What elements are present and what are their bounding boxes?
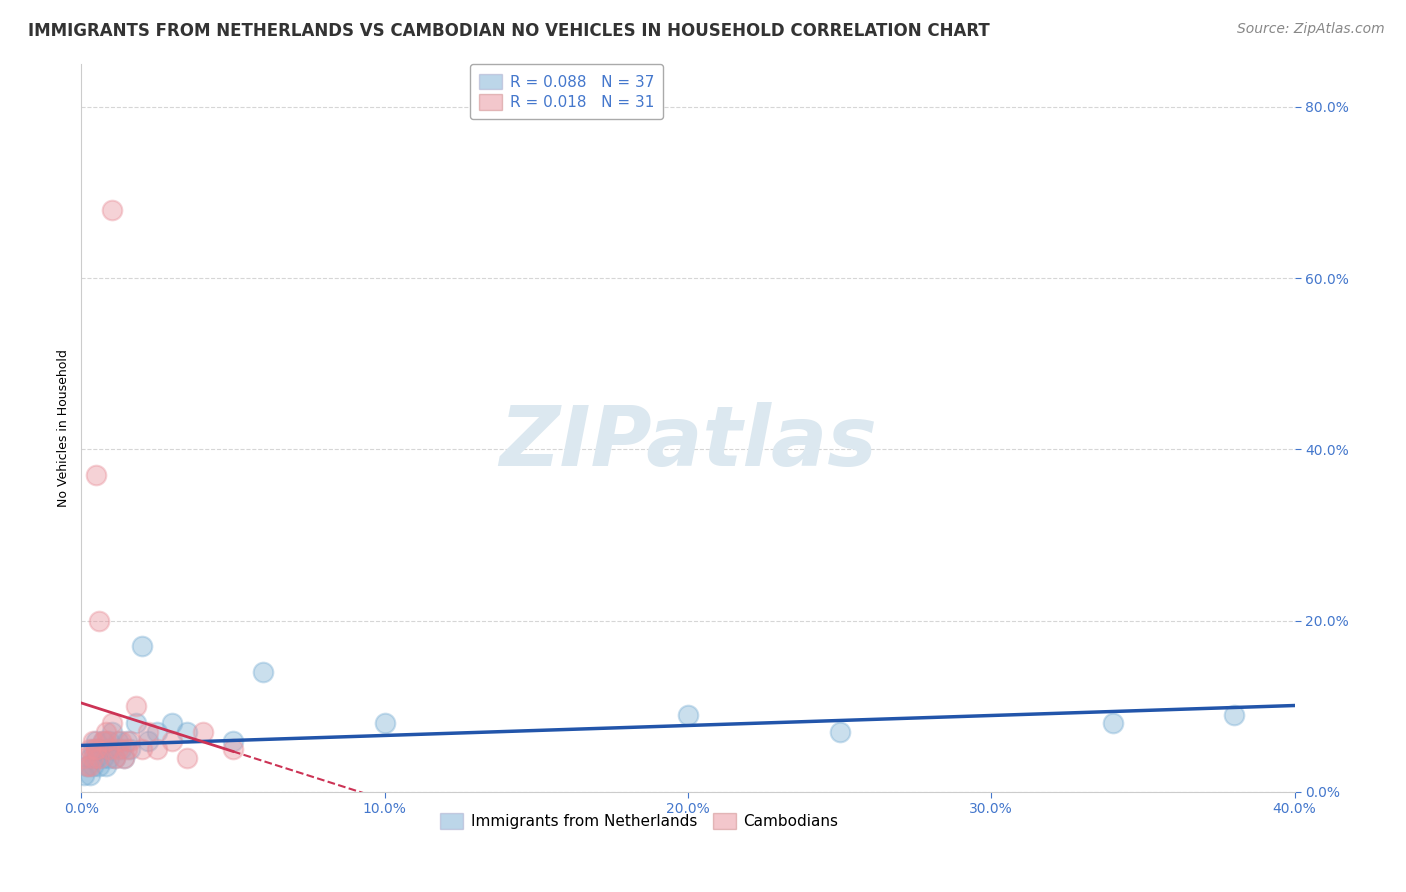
Point: [252, 665, 274, 679]
Legend: Immigrants from Netherlands, Cambodians: Immigrants from Netherlands, Cambodians: [434, 807, 845, 835]
Text: Source: ZipAtlas.com: Source: ZipAtlas.com: [1237, 22, 1385, 37]
Point: [86, 742, 108, 756]
Point: [176, 750, 198, 764]
Point: [79, 759, 101, 773]
Point: [131, 640, 153, 654]
Point: [125, 699, 148, 714]
Point: [374, 716, 396, 731]
Point: [136, 733, 159, 747]
Point: [146, 742, 169, 756]
Y-axis label: No Vehicles in Household: No Vehicles in Household: [58, 349, 70, 507]
Point: [94, 742, 117, 756]
Point: [222, 733, 245, 747]
Point: [86, 468, 108, 483]
Point: [100, 202, 122, 217]
Point: [115, 733, 138, 747]
Point: [112, 750, 135, 764]
Point: [94, 725, 117, 739]
Point: [97, 742, 120, 756]
Point: [162, 733, 184, 747]
Point: [97, 750, 120, 764]
Point: [112, 750, 135, 764]
Point: [76, 759, 98, 773]
Point: [162, 716, 184, 731]
Point: [100, 716, 122, 731]
Point: [100, 725, 122, 739]
Point: [125, 716, 148, 731]
Point: [82, 733, 104, 747]
Point: [82, 759, 104, 773]
Point: [146, 725, 169, 739]
Point: [176, 725, 198, 739]
Point: [73, 750, 96, 764]
Point: [110, 733, 132, 747]
Point: [115, 742, 138, 756]
Point: [118, 742, 141, 756]
Point: [828, 725, 851, 739]
Point: [91, 750, 114, 764]
Point: [118, 733, 141, 747]
Point: [104, 750, 127, 764]
Point: [676, 707, 699, 722]
Point: [89, 742, 111, 756]
Point: [89, 759, 111, 773]
Point: [136, 725, 159, 739]
Point: [86, 742, 108, 756]
Point: [94, 733, 117, 747]
Point: [79, 768, 101, 782]
Point: [191, 725, 214, 739]
Point: [107, 742, 129, 756]
Point: [1223, 707, 1246, 722]
Point: [76, 759, 98, 773]
Point: [222, 742, 245, 756]
Point: [107, 733, 129, 747]
Point: [1101, 716, 1123, 731]
Point: [104, 750, 127, 764]
Point: [86, 733, 108, 747]
Point: [91, 733, 114, 747]
Point: [79, 742, 101, 756]
Point: [94, 759, 117, 773]
Point: [82, 750, 104, 764]
Point: [131, 742, 153, 756]
Point: [73, 768, 96, 782]
Point: [79, 750, 101, 764]
Point: [89, 614, 111, 628]
Point: [110, 742, 132, 756]
Point: [97, 733, 120, 747]
Point: [82, 742, 104, 756]
Point: [100, 742, 122, 756]
Text: IMMIGRANTS FROM NETHERLANDS VS CAMBODIAN NO VEHICLES IN HOUSEHOLD CORRELATION CH: IMMIGRANTS FROM NETHERLANDS VS CAMBODIAN…: [28, 22, 990, 40]
Point: [86, 750, 108, 764]
Text: ZIPatlas: ZIPatlas: [499, 402, 877, 483]
Point: [91, 733, 114, 747]
Point: [89, 750, 111, 764]
